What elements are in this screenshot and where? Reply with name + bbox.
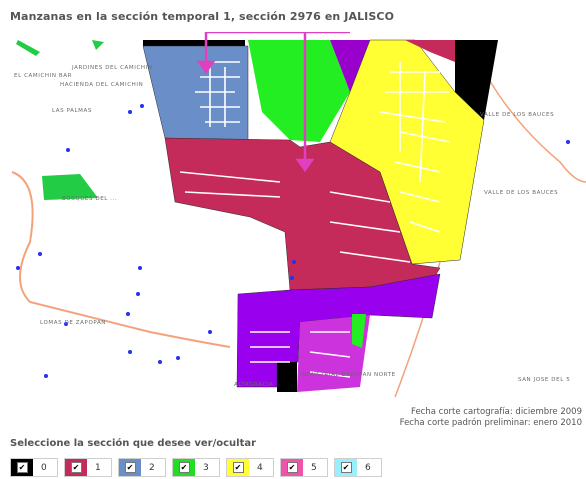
swatch-section-2: ✔ (119, 459, 141, 476)
checkbox-section-1[interactable]: ✔ (70, 462, 82, 473)
section-toggle-5[interactable]: ✔ 5 (280, 458, 328, 477)
road-west (11, 171, 231, 348)
map-label: JARDINES DEL CAMICHIN (72, 65, 153, 71)
map-area[interactable]: EL CAMICHIN BAR JARDINES DEL CAMICHIN HA… (0, 30, 586, 402)
locality-dots (16, 104, 570, 378)
checkbox-section-4[interactable]: ✔ (232, 462, 244, 473)
cartography-date: Fecha corte cartografía: diciembre 2009 (411, 407, 582, 417)
section-number: 3 (203, 462, 209, 473)
section-toggle-0[interactable]: ✔ 0 (10, 458, 58, 477)
map-label: VALLE DE LOS BAUCES (480, 112, 555, 118)
section-5-top (330, 40, 370, 92)
section-3-polygon[interactable] (248, 40, 350, 142)
map-label: LAS PALMAS (52, 108, 92, 114)
map-label: ALTAGRACIA (234, 382, 274, 388)
green-patch (16, 40, 40, 56)
section-4-polygon[interactable] (329, 39, 485, 265)
green-strip (352, 314, 366, 348)
arrow-indicators (196, 30, 350, 173)
section-toggle-2[interactable]: ✔ 2 (118, 458, 166, 477)
cut-dates: Fecha corte cartografía: diciembre 2009 … (400, 407, 582, 429)
section-2-polygon[interactable] (142, 45, 249, 145)
checkbox-section-6[interactable]: ✔ (340, 462, 352, 473)
section-number: 1 (95, 462, 101, 473)
section-0-south (277, 362, 297, 392)
swatch-section-0: ✔ (11, 459, 33, 476)
section-1-northeast (405, 40, 455, 62)
checkbox-section-5[interactable]: ✔ (286, 462, 298, 473)
section-0-east (455, 40, 498, 120)
swatch-section-3: ✔ (173, 459, 195, 476)
section-legend: ✔ 0 ✔ 1 ✔ 2 ✔ 3 ✔ 4 ✔ 5 ✔ 6 (10, 458, 382, 477)
street-lines (179, 61, 451, 378)
map-label: INDUSTRIAL ZAPOPAN NORTE (300, 372, 396, 378)
map-canvas (11, 30, 586, 398)
green-park (42, 174, 98, 200)
section-number: 2 (149, 462, 155, 473)
section-0-top (143, 40, 245, 46)
swatch-section-1: ✔ (65, 459, 87, 476)
section-number: 0 (41, 462, 47, 473)
map-label: SAN JOSE DEL 5 (518, 377, 571, 383)
map-label: HACIENDA DEL CAMICHIN (60, 82, 144, 88)
checkbox-section-2[interactable]: ✔ (124, 462, 136, 473)
checkbox-section-0[interactable]: ✔ (16, 462, 28, 473)
section-number: 5 (311, 462, 317, 473)
map-label: VALLE DE LOS BAUCES (484, 190, 559, 196)
section-toggle-4[interactable]: ✔ 4 (226, 458, 274, 477)
section-toggle-3[interactable]: ✔ 3 (172, 458, 220, 477)
map-title: Manzanas en la sección temporal 1, secci… (10, 10, 395, 23)
swatch-section-6: ✔ (335, 459, 357, 476)
section-toggle-6[interactable]: ✔ 6 (334, 458, 382, 477)
section-number: 6 (365, 462, 371, 473)
swatch-section-4: ✔ (227, 459, 249, 476)
section-selector-title: Seleccione la sección que desee ver/ocul… (10, 438, 257, 449)
map-label: BOSQUES DEL ... (62, 196, 118, 202)
section-toggle-1[interactable]: ✔ 1 (64, 458, 112, 477)
swatch-section-5: ✔ (281, 459, 303, 476)
map-label: LOMAS DE ZAPOPAN (40, 320, 107, 326)
map-label: EL CAMICHIN BAR (14, 73, 73, 79)
census-date: Fecha corte padrón preliminar: enero 201… (399, 418, 582, 428)
green-patch (92, 40, 104, 50)
checkbox-section-3[interactable]: ✔ (178, 462, 190, 473)
section-number: 4 (257, 462, 263, 473)
